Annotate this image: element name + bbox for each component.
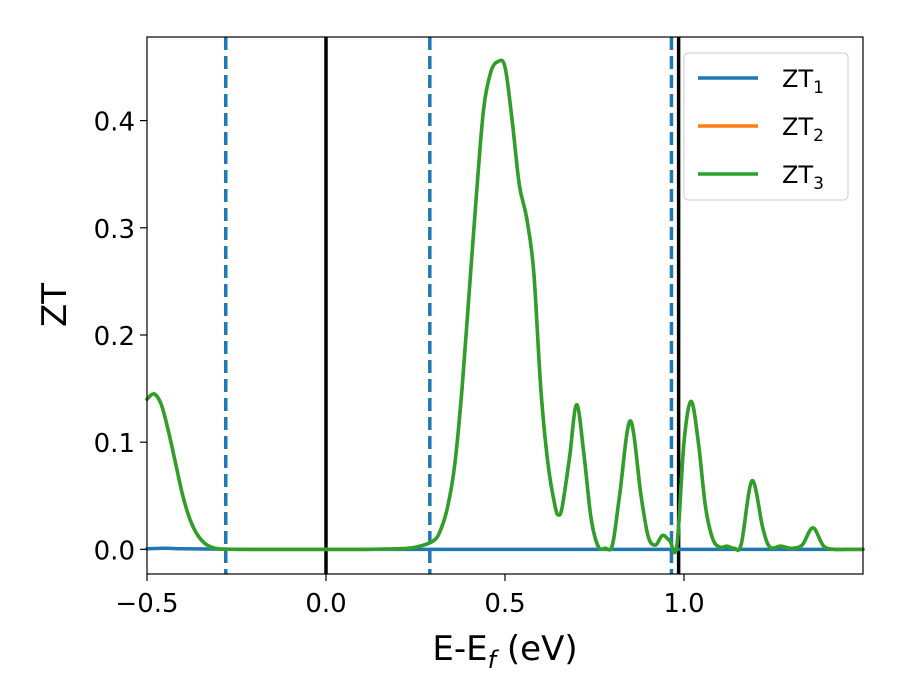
y-axis-ticks: 0.0 0.1 0.2 0.3 0.4	[94, 108, 147, 566]
x-axis-label-main: E-E	[432, 629, 487, 669]
y-axis-label: ZT	[35, 283, 75, 327]
y-tick-label-0: 0.0	[94, 536, 135, 566]
legend-label-zt3: ZT3	[782, 161, 824, 194]
legend: ZT1 ZT2 ZT3	[683, 52, 849, 201]
series-line-zt3	[145, 58, 865, 555]
legend-box	[683, 52, 849, 201]
y-tick-label-3: 0.3	[94, 215, 135, 245]
x-axis-ticks: −0.5 0.0 0.5 1.0	[115, 574, 705, 619]
x-tick-label-0: −0.5	[115, 589, 178, 619]
legend-label-zt2: ZT2	[782, 113, 824, 146]
x-tick-label-2: 0.5	[484, 589, 525, 619]
y-tick-label-4: 0.4	[94, 108, 135, 138]
legend-label-zt1: ZT1	[782, 65, 824, 98]
vertical-reference-lines	[224, 37, 681, 574]
data-series	[145, 58, 865, 555]
x-axis-label-unit: (eV)	[496, 629, 578, 669]
x-axis-label: E-Ef (eV)	[432, 629, 577, 674]
y-tick-label-2: 0.2	[94, 322, 135, 352]
y-tick-label-1: 0.1	[94, 429, 135, 459]
x-tick-label-1: 0.0	[305, 589, 346, 619]
x-tick-label-3: 1.0	[663, 589, 704, 619]
